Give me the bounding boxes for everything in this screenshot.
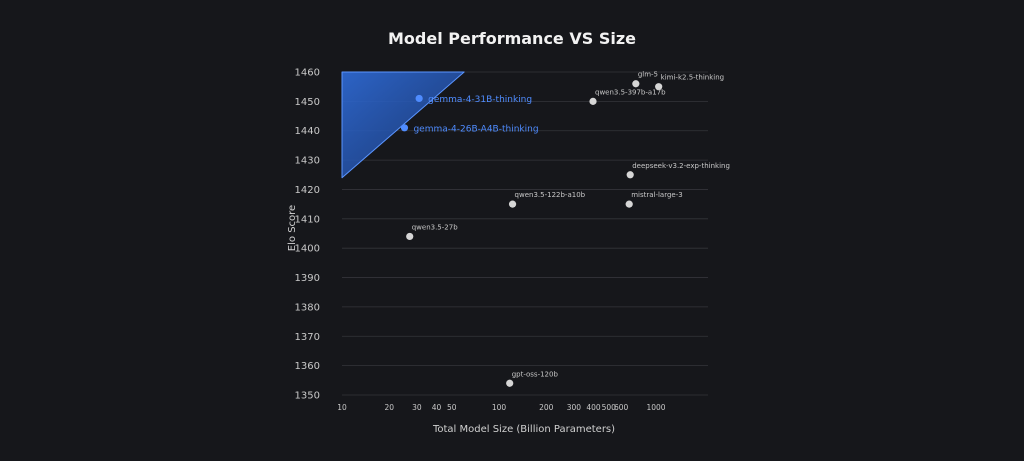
x-tick-label: 1000 [646,403,665,412]
y-tick-label: 1450 [295,97,320,108]
point-glm-5 [632,80,640,88]
x-tick-label: 300 [567,403,582,412]
x-tick-label: 20 [384,403,394,412]
data-points: gemma-4-31B-thinking gemma-4-26B-A4B-thin… [400,71,730,387]
y-tick-label: 1410 [295,214,320,225]
y-tick-label: 1400 [295,244,320,255]
point-label: glm-5 [638,71,658,79]
point-gemma-4-26B-A4B-thinking [400,124,409,132]
point-label: gemma-4-26B-A4B-thinking [413,124,538,134]
y-axis-label: Elo Score [287,205,298,251]
point-label: qwen3.5-122b-a10b [515,191,586,199]
point-qwen3.5-122b-a10b [508,200,517,208]
y-tick-label: 1380 [295,302,320,313]
x-tick-label: 500 [602,403,617,412]
x-tick-label: 40 [432,403,442,412]
x-axis-label: Total Model Size (Billion Parameters) [432,424,615,435]
point-qwen3.5-397b-a17b [589,97,597,105]
y-axis-ticks: 1350 1360 1370 1380 1390 1400 1410 1420 1430 1440… [295,68,320,402]
point-label: qwen3.5-27b [412,223,458,231]
point-label: mistral-large-3 [631,191,683,199]
point-mistral-large-3 [625,200,633,208]
point-label: gpt-oss-120b [512,370,559,378]
point-gemma-4-31B-thinking [415,94,423,103]
point-gpt-oss-120b [506,379,514,387]
point-label: kimi-k2.5-thinking [661,74,724,82]
point-deepseek-v3.2-exp-thinking [626,171,634,179]
y-tick-label: 1430 [295,156,320,167]
y-tick-label: 1460 [295,68,320,79]
x-tick-label: 50 [447,403,457,412]
x-tick-label: 30 [412,403,422,412]
y-tick-label: 1390 [295,273,320,284]
x-tick-label: 200 [539,403,554,412]
point-label: deepseek-v3.2-exp-thinking [632,162,730,170]
point-label: gemma-4-31B-thinking [428,95,532,105]
y-tick-label: 1360 [295,361,320,372]
x-tick-label: 600 [614,403,629,412]
y-tick-label: 1440 [295,126,320,137]
point-qwen3.5-27b [406,232,414,241]
x-tick-label: 10 [337,403,347,412]
point-kimi-k2.5-thinking [655,83,663,91]
chart-title: Model Performance VS Size [388,29,636,48]
x-tick-label: 100 [492,403,507,412]
y-tick-label: 1420 [295,185,320,196]
y-tick-label: 1350 [295,391,320,402]
point-label: qwen3.5-397b-a17b [595,88,666,96]
x-tick-label: 400 [586,403,601,412]
y-tick-label: 1370 [295,332,320,343]
